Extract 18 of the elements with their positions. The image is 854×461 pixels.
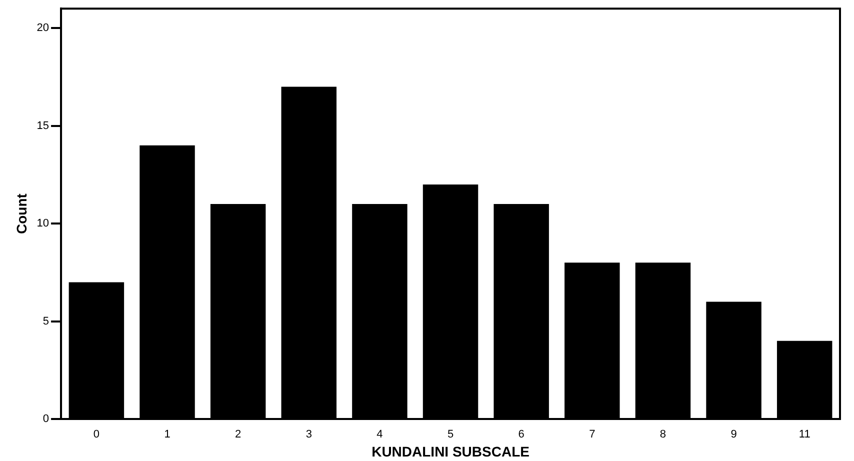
x-tick-label: 1	[164, 428, 170, 441]
x-tick-label: 5	[447, 428, 454, 441]
y-tick-label: 5	[42, 315, 50, 328]
y-tick-label: 0	[42, 413, 50, 426]
x-tick-label: 7	[589, 428, 596, 441]
y-tick-label: 15	[36, 120, 50, 132]
x-tick-label: 3	[306, 428, 312, 441]
x-tick-label: 2	[235, 428, 242, 441]
x-tick-label: 4	[376, 428, 383, 441]
y-tick-label: 20	[36, 22, 50, 34]
x-tick-label: 8	[660, 428, 666, 441]
x-tick-label: 11	[798, 428, 810, 441]
x-axis-title: KUNDALINI SUBSCALE	[372, 443, 530, 460]
x-tick-label: 6	[518, 428, 524, 441]
x-tick-label: 9	[730, 428, 737, 441]
y-axis-title: Count	[13, 193, 30, 234]
x-tick-label: 0	[93, 428, 100, 441]
y-tick-label: 10	[36, 218, 50, 230]
